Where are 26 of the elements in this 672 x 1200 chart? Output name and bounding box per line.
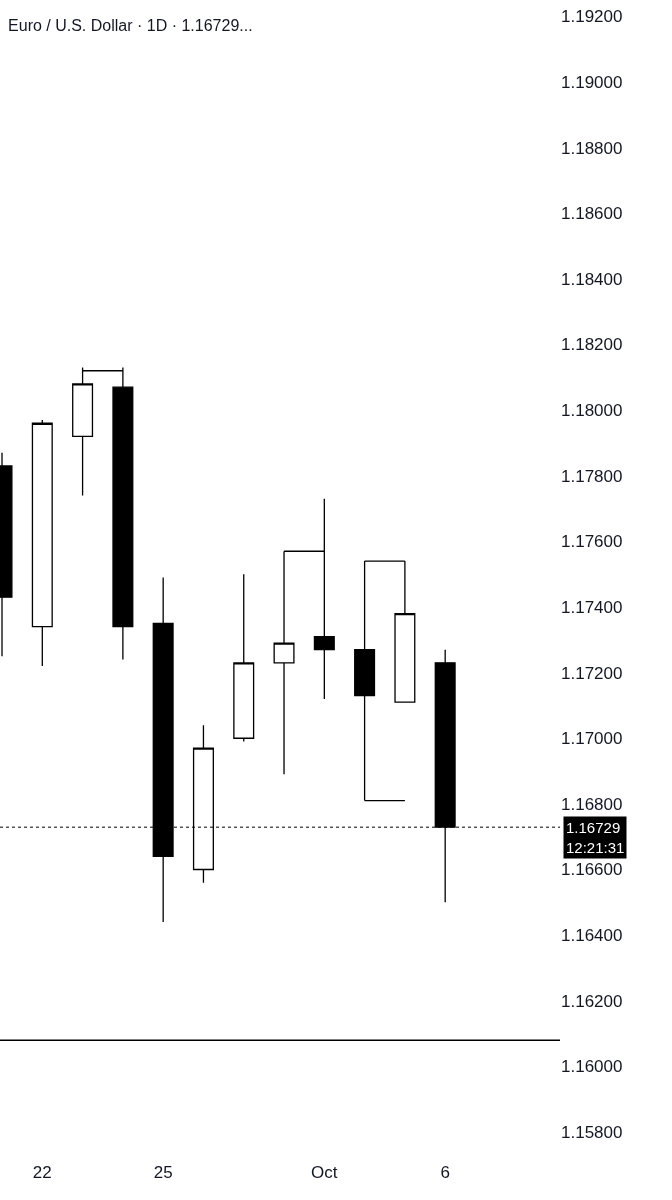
ref-line-label: 1.16729 12:21:31 <box>566 819 625 856</box>
y-tick-label: 1.18600 <box>561 204 623 224</box>
x-tick-label: 25 <box>153 1163 173 1182</box>
candlestick <box>31 419 53 667</box>
y-tick-label: 1.16200 <box>561 991 623 1011</box>
y-tick-label: 1.17000 <box>561 729 623 749</box>
y-tick-label: 1.18800 <box>561 138 623 158</box>
y-tick-label: 1.19000 <box>561 72 623 92</box>
candlestick <box>233 573 255 743</box>
y-tick-label: 1.19200 <box>561 7 623 27</box>
y-tick-label: 1.17600 <box>561 532 623 552</box>
y-tick-label: 1.16400 <box>561 926 623 946</box>
y-tick-label: 1.16800 <box>561 794 623 814</box>
y-tick-label: 1.17200 <box>561 663 623 683</box>
y-tick-label: 1.17400 <box>561 597 623 617</box>
y-tick-label: 1.18000 <box>561 401 623 421</box>
x-tick-label: Oct <box>311 1163 338 1182</box>
x-tick-label: 22 <box>32 1163 52 1182</box>
y-tick-label: 1.17800 <box>561 466 623 486</box>
y-tick-label: 1.18200 <box>561 335 623 355</box>
y-tick-label: 1.16600 <box>561 860 623 880</box>
x-tick-label: 6 <box>440 1163 450 1182</box>
y-tick-label: 1.16000 <box>561 1057 623 1077</box>
y-tick-label: 1.18400 <box>561 269 623 289</box>
y-tick-label: 1.15800 <box>561 1122 623 1142</box>
text: Euro / U.S. Dollar · 1D · 1.16729... <box>8 16 253 34</box>
